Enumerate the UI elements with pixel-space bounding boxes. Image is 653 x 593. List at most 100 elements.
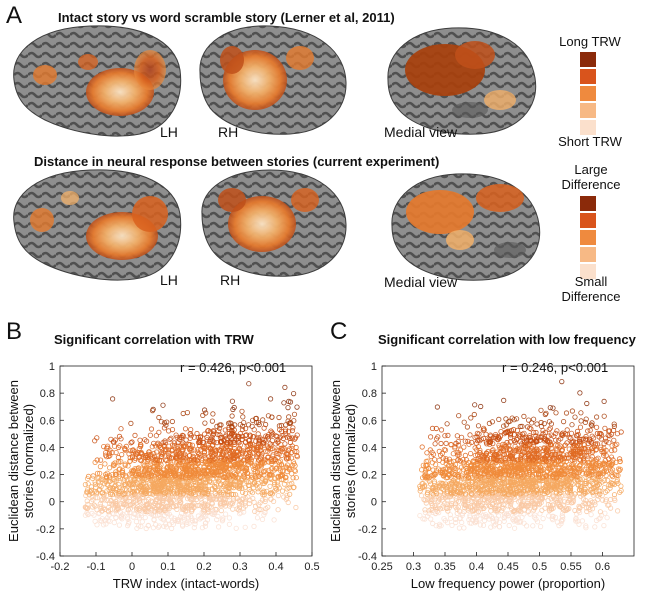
scatter-point — [453, 440, 459, 447]
scatter-point — [530, 523, 536, 529]
scatter-point — [553, 475, 559, 481]
x-axis-label: Low frequency power (proportion) — [411, 576, 605, 591]
scatter-point — [294, 449, 300, 455]
scatter-point — [151, 454, 158, 460]
scatter-point — [587, 487, 593, 493]
scatter-point — [182, 504, 188, 510]
scatter-point — [538, 467, 544, 473]
scatter-point — [255, 465, 261, 471]
x-tick-label: 0.55 — [560, 561, 581, 573]
scatter-point — [590, 481, 596, 487]
scatter-point — [275, 474, 281, 481]
brain-medial-row2 — [391, 173, 541, 281]
scatter-point — [149, 504, 155, 510]
scatter-point — [506, 495, 512, 501]
scatter-point — [260, 417, 266, 423]
label-lh-row1: LH — [160, 124, 178, 140]
scatter-point — [283, 496, 289, 502]
scatter-point — [232, 446, 238, 452]
scatter-point — [567, 484, 573, 490]
scatter-point — [168, 435, 174, 441]
scatter-point — [111, 443, 118, 449]
scatter-point — [601, 460, 607, 466]
scatter-point — [595, 455, 601, 461]
scatter-point — [145, 474, 151, 480]
scatter-point — [513, 448, 519, 454]
scatter-point — [488, 524, 494, 530]
scatter-point — [475, 452, 481, 458]
scatter-point — [540, 475, 546, 481]
scatter-point — [469, 491, 475, 497]
scatter-point — [228, 435, 234, 441]
scatter-point — [460, 488, 466, 494]
scatter-point — [142, 503, 148, 509]
scatter-point — [437, 480, 443, 486]
scatter-point — [273, 465, 280, 471]
scatter-point — [535, 461, 541, 467]
chart-c-stat: r = 0.246, p<0.001 — [502, 360, 609, 375]
scatter-point — [107, 478, 113, 484]
row2-title: Distance in neural response between stor… — [34, 154, 440, 169]
scatter-point — [230, 429, 236, 435]
scatter-point — [432, 471, 439, 478]
scatter-point — [601, 485, 608, 491]
scatter-point — [590, 435, 597, 441]
scatter-point — [219, 518, 225, 524]
scatter-point — [551, 460, 557, 466]
scatter-point — [102, 461, 108, 467]
scatter-point — [144, 438, 150, 444]
scatter-point — [428, 481, 434, 487]
scatter-point — [448, 489, 454, 496]
scatter-point — [250, 463, 256, 469]
scatter-point — [478, 482, 484, 488]
scatter-point — [277, 467, 283, 474]
scatter-point — [477, 522, 483, 528]
scatter-point — [569, 408, 575, 414]
scatter-point — [155, 441, 161, 447]
scatter-point — [256, 502, 262, 508]
scatter-point — [250, 441, 256, 448]
scatter-point — [180, 433, 186, 439]
scatter-point — [601, 477, 608, 484]
scatter-point — [450, 493, 457, 499]
scatter-point — [459, 519, 465, 526]
scatter-point — [260, 460, 266, 467]
scatter-point — [580, 502, 586, 509]
scatter-point — [563, 410, 570, 416]
scatter-point — [506, 498, 512, 504]
scatter-point — [517, 446, 523, 452]
scatter-point — [588, 422, 594, 428]
scatter-point — [123, 494, 129, 500]
scatter-point — [467, 520, 473, 526]
scatter-point — [158, 451, 164, 457]
scatter-point — [192, 464, 198, 470]
scatter-point — [173, 468, 179, 474]
scatter-point — [137, 441, 144, 448]
scatter-point — [424, 513, 431, 519]
scatter-point — [512, 491, 518, 497]
scatter-point — [516, 519, 522, 525]
scatter-point — [257, 470, 263, 476]
scatter-point — [287, 491, 293, 497]
scatter-point — [558, 481, 564, 487]
scatter-point — [432, 488, 438, 495]
scatter-point — [536, 471, 542, 477]
scatter-point — [116, 484, 123, 491]
scatter-point — [507, 498, 513, 504]
scatter-point — [490, 519, 496, 525]
scatter-point — [558, 490, 564, 496]
scatter-point — [560, 430, 566, 436]
scatter-point — [200, 412, 206, 419]
scatter-point — [291, 484, 297, 490]
scatter-point — [139, 519, 145, 525]
scatter-point — [131, 477, 137, 483]
scatter-point — [202, 449, 208, 455]
scatter-point — [236, 507, 242, 513]
scatter-point — [168, 500, 174, 506]
x-tick-label: -0.2 — [51, 561, 70, 573]
scatter-point — [548, 442, 554, 448]
scatter-point — [265, 504, 271, 510]
scatter-point — [158, 419, 164, 425]
scatter-point — [202, 483, 208, 489]
scatter-point — [519, 500, 525, 506]
